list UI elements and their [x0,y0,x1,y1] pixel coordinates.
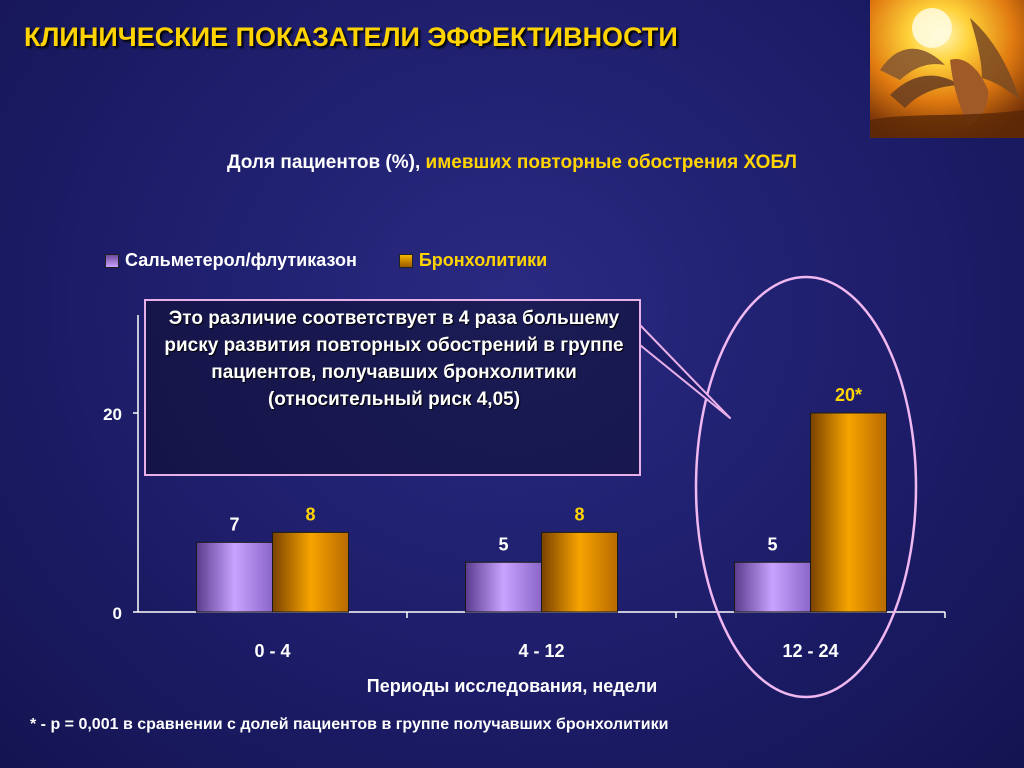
winged-figure-sun-image [870,0,1024,138]
data-label: 20* [835,385,862,405]
x-tick-label: 0 - 4 [254,641,290,661]
bar-1 [196,541,273,613]
legend-label-1: Сальметерол/флутиказон [125,250,357,270]
bar-2 [541,531,618,613]
slide-title: КЛИНИЧЕСКИЕ ПОКАЗАТЕЛИ ЭФФЕКТИВНОСТИ [24,22,678,52]
data-label: 8 [574,504,584,524]
legend-swatch-1 [105,253,119,268]
data-label: 5 [767,534,777,554]
legend-item-2: Бронхолитики [398,250,548,271]
data-label: 7 [229,514,239,534]
legend-label-2: Бронхолитики [418,250,548,270]
chart-legend: Сальметерол/флутиказон Бронхолитики [105,250,589,271]
data-label: 8 [305,504,315,524]
x-tick-label: 12 - 24 [782,641,838,661]
bar-2 [810,412,887,613]
highlight-ellipse [694,275,918,699]
legend-item-1: Сальметерол/флутиказон [105,250,357,271]
bar-1 [734,561,811,613]
y-tick-label: 20 [103,405,122,424]
chart-subtitle: Доля пациентов (%), имевших повторные об… [0,152,1024,174]
subtitle-part-1: Доля пациентов (%), [227,152,421,173]
data-label: 5 [498,534,508,554]
bar-1 [465,561,542,613]
callout-pointer [639,324,731,419]
callout-box [144,299,641,476]
bar-2 [272,531,349,613]
footnote: * - p = 0,001 в сравнении с долей пациен… [30,716,669,733]
subtitle-part-2: имевших повторные обострения ХОБЛ [425,152,797,173]
y-tick-label: 0 [113,604,122,623]
callout-text: Это различие соответствует в 4 раза боль… [164,308,624,410]
x-axis-title: Периоды исследования, недели [366,676,658,696]
x-tick-label: 4 - 12 [518,641,564,661]
legend-swatch-2 [398,253,413,268]
